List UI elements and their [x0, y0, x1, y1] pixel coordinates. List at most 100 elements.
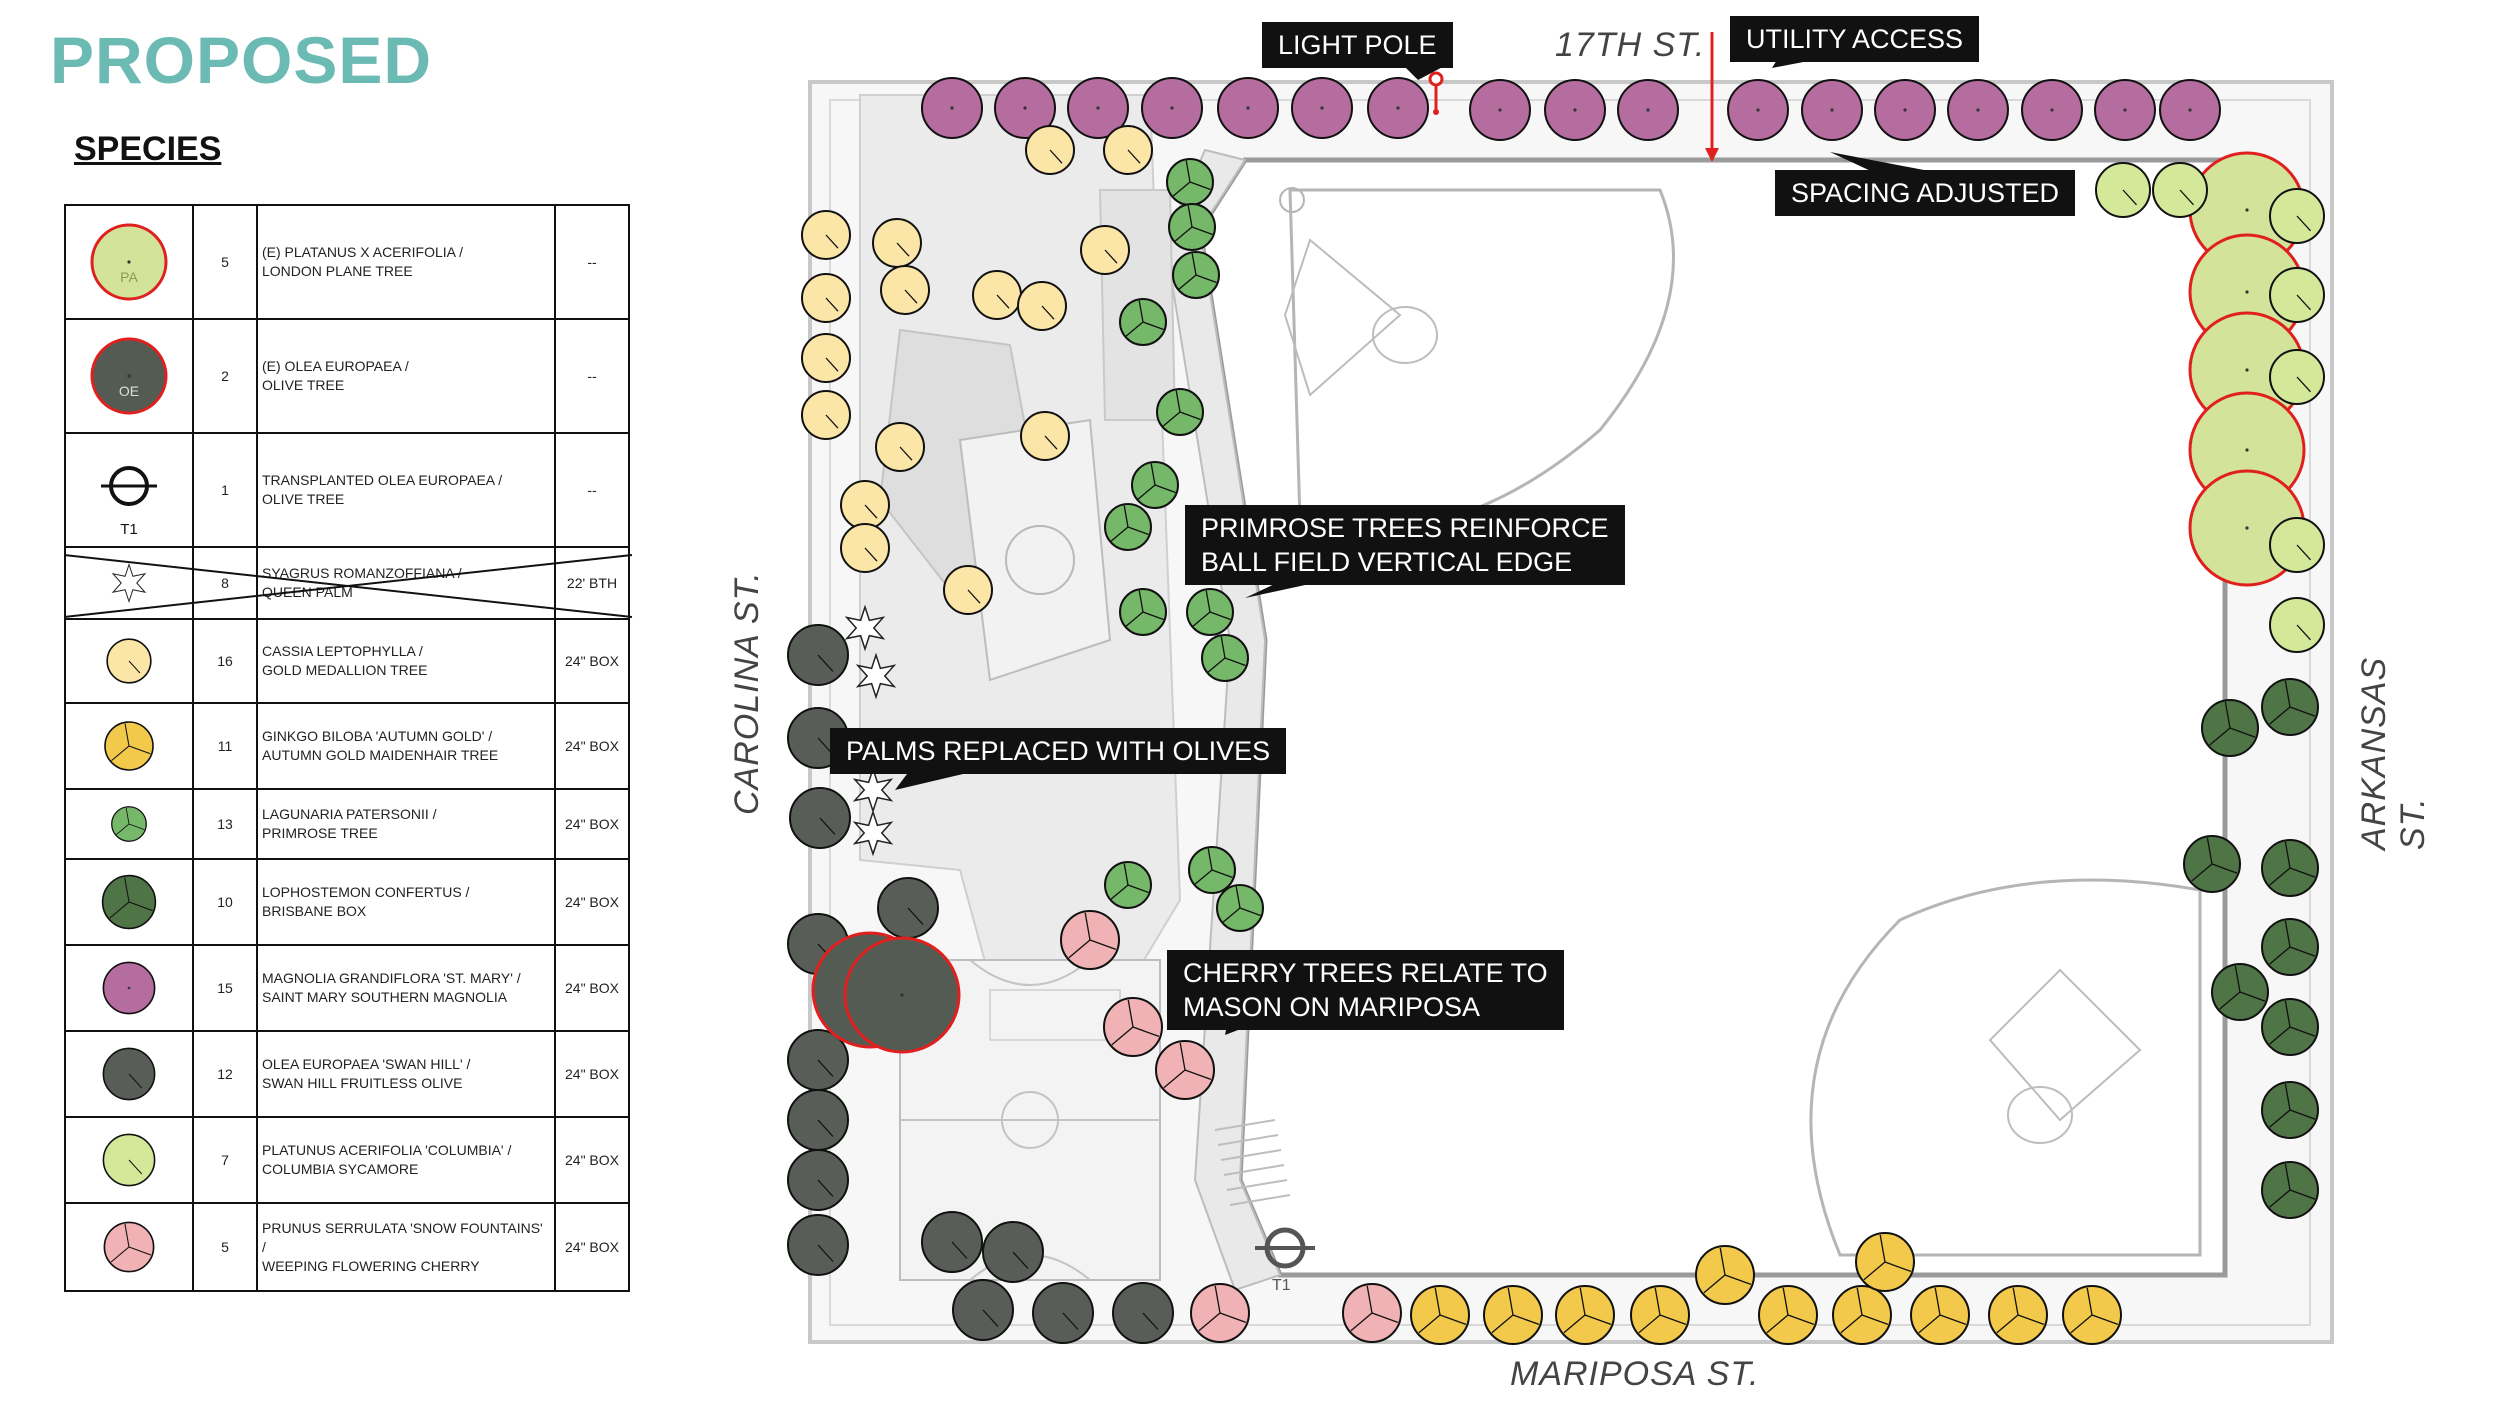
- magnolia-tree: [1727, 79, 1789, 141]
- page-title: PROPOSED: [50, 23, 433, 97]
- primrose-tree: [1201, 634, 1249, 682]
- symbol-code: OE: [119, 383, 139, 399]
- primrose-callout-line2: BALL FIELD VERTICAL EDGE: [1201, 547, 1573, 577]
- brisbane-box-tree: [2261, 1161, 2319, 1219]
- brisbane-box-tree: [2261, 678, 2319, 736]
- common-name: BRISBANE BOX: [262, 903, 367, 919]
- botanical-name: OLEA EUROPAEA 'SWAN HILL' /: [262, 1056, 471, 1072]
- street-label-south: MARIPOSA ST.: [1510, 1355, 1760, 1393]
- primrose-tree: [1104, 503, 1152, 551]
- cassia-tree: [1080, 225, 1130, 275]
- botanical-name: TRANSPLANTED OLEA EUROPAEA /: [262, 472, 503, 488]
- transplanted-olive-symbol: T1: [101, 466, 157, 538]
- species-name: (E) OLEA EUROPAEA / OLIVE TREE: [256, 318, 556, 434]
- utility-access-callout: UTILITY ACCESS: [1730, 16, 1980, 62]
- swan-hill-olive-tree: [787, 624, 849, 686]
- magnolia-tree: [1291, 77, 1353, 139]
- primrose-tree: [1172, 251, 1220, 299]
- magnolia-tree: [1469, 79, 1531, 141]
- sycamore-tree: [2269, 267, 2325, 323]
- species-row: 16 CASSIA LEPTOPHYLLA / GOLD MEDALLION TRE…: [64, 618, 630, 704]
- magnolia-tree: [1217, 77, 1279, 139]
- cassia-tree: [875, 422, 925, 472]
- swan-hill-olive-tree: [787, 1149, 849, 1211]
- transplanted-olive-marker: [1255, 1227, 1315, 1269]
- sycamore-tree: [2269, 517, 2325, 573]
- magnolia-tree: [1367, 77, 1429, 139]
- cassia-tree: [1017, 281, 1067, 331]
- species-row: 11 GINKGO BILOBA 'AUTUMN GOLD' / AUTUMN GO…: [64, 702, 630, 790]
- brisbane-box-tree: [2211, 963, 2269, 1021]
- sycamore-tree: [2269, 349, 2325, 405]
- common-name: WEEPING FLOWERING CHERRY: [262, 1257, 480, 1274]
- primrose-tree: [1186, 588, 1234, 636]
- magnolia-tree: [1067, 77, 1129, 139]
- primrose-tree: [1119, 298, 1167, 346]
- queen-palm-tree: [852, 809, 894, 857]
- species-name: TRANSPLANTED OLEA EUROPAEA / OLIVE TREE: [256, 432, 556, 548]
- swan-hill-olive-symbol: [102, 1047, 156, 1101]
- cassia-symbol: [106, 638, 152, 684]
- ginkgo-tree: [1410, 1285, 1470, 1345]
- magnolia-tree: [2159, 79, 2221, 141]
- species-size: 24" BOX: [554, 618, 630, 704]
- magnolia-tree: [1801, 79, 1863, 141]
- primrose-tree: [1168, 203, 1216, 251]
- species-size: 24" BOX: [554, 944, 630, 1032]
- primrose-tree: [1156, 388, 1204, 436]
- primrose-callout: PRIMROSE TREES REINFORCE BALL FIELD VERT…: [1185, 505, 1625, 585]
- species-name: GINKGO BILOBA 'AUTUMN GOLD' / AUTUMN GOLD…: [256, 702, 556, 790]
- cherry-callout-line2: MASON ON MARIPOSA: [1183, 992, 1481, 1022]
- sycamore-tree: [2095, 162, 2151, 218]
- botanical-name: LAGUNARIA PATERSONII /: [262, 806, 437, 822]
- primrose-tree: [1216, 884, 1264, 932]
- cherry-symbol: [103, 1221, 155, 1273]
- common-name: LONDON PLANE TREE: [262, 263, 413, 279]
- swan-hill-olive-tree: [1032, 1282, 1094, 1344]
- swan-hill-olive-tree: [982, 1221, 1044, 1283]
- magnolia-tree: [994, 77, 1056, 139]
- ginkgo-tree: [1832, 1285, 1892, 1345]
- swan-hill-olive-tree: [787, 1089, 849, 1151]
- sycamore-tree: [2269, 188, 2325, 244]
- queen-palm-strikeout: [64, 554, 633, 618]
- brisbane-box-tree: [2183, 835, 2241, 893]
- species-name: SYAGRUS ROMANZOFFIANA / QUEEN PALM: [256, 546, 556, 620]
- cherry-tree: [1342, 1283, 1402, 1343]
- cassia-tree: [972, 270, 1022, 320]
- species-count: 13: [192, 788, 258, 860]
- primrose-callout-line1: PRIMROSE TREES REINFORCE: [1201, 513, 1609, 543]
- species-size: 22' BTH: [554, 546, 630, 620]
- sycamore-tree: [2269, 597, 2325, 653]
- species-row: 7 PLATUNUS ACERIFOLIA 'COLUMBIA' / COLUMBI…: [64, 1116, 630, 1204]
- species-count: 15: [192, 944, 258, 1032]
- street-label-north: 17TH ST.: [1555, 26, 1706, 64]
- species-row: 13 LAGUNARIA PATERSONII / PRIMROSE TREE 24"…: [64, 788, 630, 860]
- olive-existing-tree: [843, 936, 961, 1054]
- olive-existing-symbol: OE: [90, 337, 168, 415]
- species-count: 1: [192, 432, 258, 548]
- species-row: PA 5 (E) PLATANUS X ACERIFOLIA / LONDON PLA…: [64, 204, 630, 320]
- brisbane-box-tree: [2261, 918, 2319, 976]
- magnolia-tree: [1141, 77, 1203, 139]
- species-size: 24" BOX: [554, 858, 630, 946]
- magnolia-tree: [1947, 79, 2009, 141]
- species-count: 5: [192, 1202, 258, 1292]
- primrose-symbol: [111, 806, 147, 842]
- street-label-east: ARKANSAS ST.: [2355, 656, 2432, 850]
- species-row: 15 MAGNOLIA GRANDIFLORA 'ST. MARY' / SAINT…: [64, 944, 630, 1032]
- swan-hill-olive-tree: [787, 1214, 849, 1276]
- brisbane-box-symbol: [101, 874, 157, 930]
- species-legend-table: PA 5 (E) PLATANUS X ACERIFOLIA / LONDON PLA…: [64, 204, 630, 1292]
- ginkgo-tree: [1555, 1285, 1615, 1345]
- species-size: 24" BOX: [554, 1202, 630, 1292]
- swan-hill-olive-tree: [921, 1211, 983, 1273]
- primrose-tree: [1104, 861, 1152, 909]
- primrose-tree: [1166, 158, 1214, 206]
- species-count: 2: [192, 318, 258, 434]
- cherry-tree: [1060, 910, 1120, 970]
- cassia-tree: [840, 523, 890, 573]
- cassia-tree: [801, 333, 851, 383]
- species-name: OLEA EUROPAEA 'SWAN HILL' / SWAN HILL FRU…: [256, 1030, 556, 1118]
- symbol-code: PA: [120, 269, 138, 285]
